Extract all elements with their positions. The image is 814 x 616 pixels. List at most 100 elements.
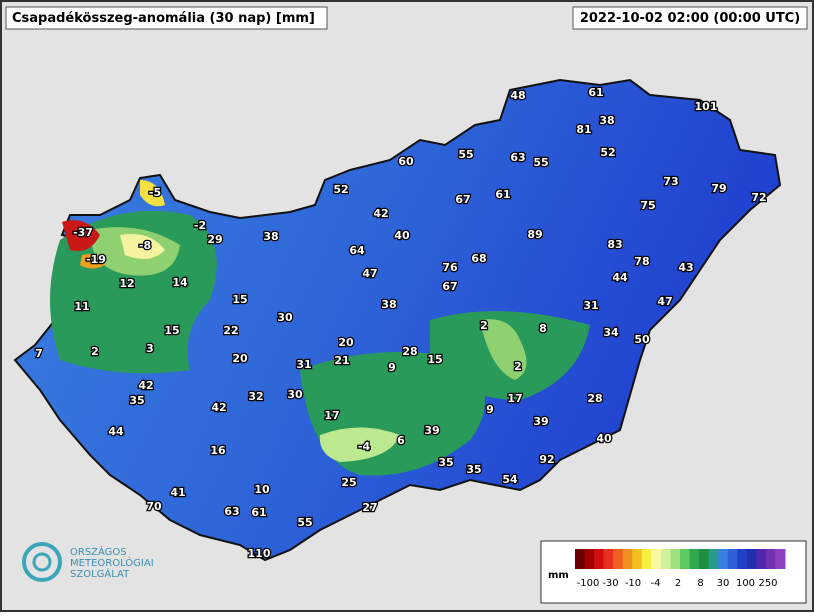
station-value: 61 (251, 506, 266, 519)
station-value: 31 (583, 299, 598, 312)
station-value: -4 (358, 440, 371, 453)
station-value: 17 (324, 409, 339, 422)
station-value: 35 (438, 456, 453, 469)
anomaly-areas (50, 180, 590, 476)
station-value: 92 (539, 453, 554, 466)
legend-swatch (746, 549, 757, 569)
station-value: 28 (587, 392, 602, 405)
station-value: 32 (248, 390, 263, 403)
legend-swatch (727, 549, 738, 569)
station-value: -37 (73, 226, 93, 239)
station-value: 38 (263, 230, 278, 243)
legend-label: -4 (651, 578, 661, 589)
legend-swatch (651, 549, 662, 569)
legend-swatch (641, 549, 652, 569)
legend-label: 100 (736, 578, 755, 589)
legend-swatch (613, 549, 624, 569)
legend-swatch (603, 549, 614, 569)
logo-mark (22, 542, 62, 582)
station-value: 63 (510, 151, 525, 164)
station-value: 47 (362, 267, 377, 280)
station-value: 70 (146, 500, 162, 513)
timestamp-box (572, 6, 808, 30)
station-value: 10 (254, 483, 270, 496)
station-value: 42 (211, 401, 226, 414)
station-value: 20 (338, 336, 354, 349)
station-value: 6 (397, 434, 405, 447)
station-value: 3 (146, 342, 154, 355)
station-value: 44 (612, 271, 628, 284)
station-value: 20 (232, 352, 248, 365)
station-value: 38 (599, 114, 614, 127)
legend-swatch (584, 549, 595, 569)
station-value: 17 (507, 392, 522, 405)
station-value: 2 (480, 319, 488, 332)
station-value: 64 (349, 244, 365, 257)
station-value: 16 (210, 444, 226, 457)
station-value: 79 (711, 182, 726, 195)
station-value: 31 (296, 358, 311, 371)
station-value: -5 (149, 186, 161, 199)
station-value: 54 (502, 473, 518, 486)
station-value: 9 (388, 361, 396, 374)
station-value: 27 (362, 501, 377, 514)
legend-label: -10 (625, 578, 641, 589)
station-value: -19 (86, 253, 106, 266)
legend-swatch (680, 549, 691, 569)
station-value: 110 (248, 547, 271, 560)
legend-swatch (660, 549, 671, 569)
legend-swatch (575, 549, 586, 569)
station-value: 39 (533, 415, 548, 428)
station-value: 38 (381, 298, 396, 311)
station-value: 55 (533, 156, 548, 169)
station-value: 42 (373, 207, 388, 220)
station-value: 60 (398, 155, 414, 168)
station-value: 28 (402, 345, 417, 358)
station-value: 50 (634, 333, 650, 346)
station-value: 22 (223, 324, 238, 337)
station-value: 61 (495, 188, 510, 201)
station-value: 67 (455, 193, 470, 206)
station-value: 41 (170, 486, 185, 499)
station-value: 15 (427, 353, 442, 366)
station-value: 30 (277, 311, 293, 324)
legend: -100 -30 -10 -4 2 8 30 100 250 (575, 549, 786, 589)
logo-text: SZOLGÁLAT (70, 567, 130, 580)
station-value: 63 (224, 505, 239, 518)
station-value: 30 (287, 388, 303, 401)
legend-label: -30 (602, 578, 618, 589)
station-value: 83 (607, 238, 622, 251)
station-value: 25 (341, 476, 356, 489)
logo-mark (32, 552, 52, 572)
country (13, 78, 782, 562)
station-value: 15 (232, 293, 247, 306)
station-value: 39 (424, 424, 439, 437)
legend-swatch (708, 549, 719, 569)
legend-label: 250 (758, 578, 777, 589)
legend-swatch (756, 549, 767, 569)
station-value: 61 (588, 86, 603, 99)
legend-swatch (622, 549, 633, 569)
legend-swatch (689, 549, 700, 569)
legend-swatch (670, 549, 681, 569)
station-value: 52 (333, 183, 348, 196)
station-value: 8 (539, 322, 547, 335)
title-box (5, 6, 328, 30)
station-value: 2 (91, 345, 99, 358)
station-value: 78 (634, 255, 649, 268)
station-value: 72 (751, 191, 766, 204)
station-value: 101 (695, 100, 718, 113)
station-value: 55 (458, 148, 473, 161)
legend-swatch (737, 549, 748, 569)
legend-swatch (718, 549, 729, 569)
logo: ORSZÁGOS METEOROLÓGIAI SZOLGÁLAT (22, 542, 154, 582)
legend-label: 30 (717, 578, 730, 589)
station-value: 55 (297, 516, 312, 529)
legend-swatch (594, 549, 605, 569)
station-value: 21 (334, 354, 349, 367)
logo-text: METEOROLÓGIAI (70, 556, 154, 569)
station-value: 40 (596, 432, 612, 445)
station-value: 35 (466, 463, 481, 476)
station-value: 47 (657, 295, 672, 308)
